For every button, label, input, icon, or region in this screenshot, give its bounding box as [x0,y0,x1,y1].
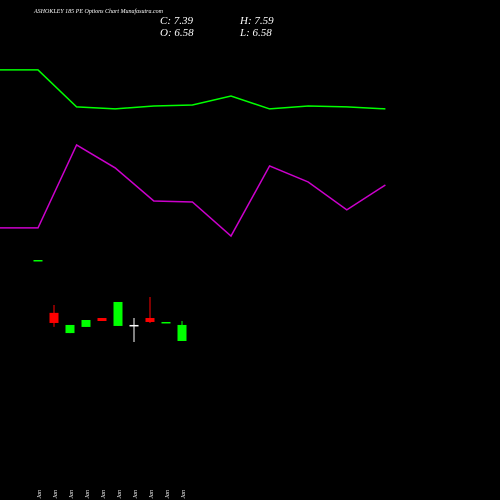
x-tick-label: 09 Jan [133,490,139,500]
candle-body [65,324,75,334]
x-tick-label: 01 Jan [37,490,43,500]
header-high: H: 7.59 [239,15,274,27]
candle-body [177,324,187,341]
x-tick-label: 02 Jan [53,490,59,500]
header-open: O: 6.58 [160,27,194,39]
candle-body [49,312,59,323]
header-low: L: 6.58 [239,27,272,39]
x-tick-label: 14 Jan [180,490,187,500]
x-tick-label: 10 Jan [149,490,155,500]
candle-body [145,318,155,322]
candle-body [97,318,107,321]
indicator-line [0,69,386,110]
x-tick-label: 13 Jan [165,490,171,500]
header-close: C: 7.39 [160,15,194,27]
candle-body [33,260,43,262]
candle-body [81,320,91,327]
chart-title: ASHOKLEY 185 PE Options Chart Munafasutr… [33,8,164,15]
indicator-line [0,143,386,238]
x-tick-label: 07 Jan [101,490,107,500]
x-tick-label: 08 Jan [117,490,123,500]
candle-body [129,324,139,327]
candle-body [113,301,123,326]
x-tick-label: 06 Jan [85,490,91,500]
candle-body [161,321,171,324]
x-tick-label: 03 Jan [69,490,75,500]
